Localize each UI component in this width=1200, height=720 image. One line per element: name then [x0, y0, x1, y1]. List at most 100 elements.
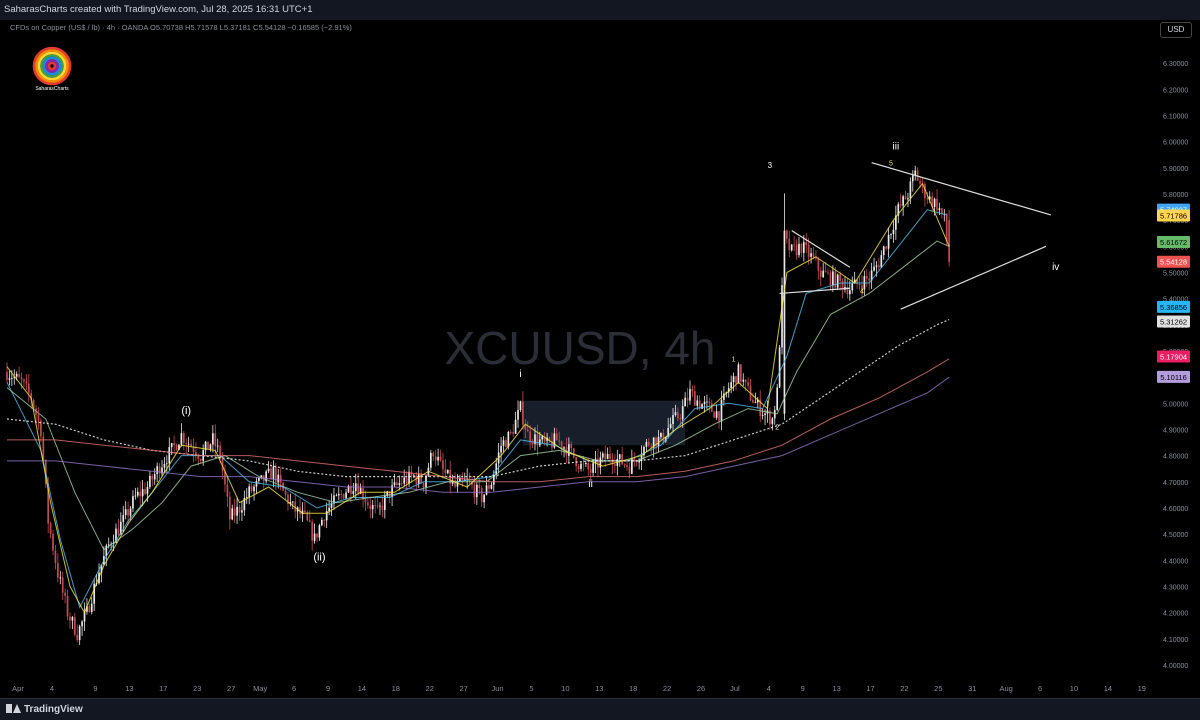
- price-tick-label: 6.00000: [1163, 140, 1188, 147]
- candle-body: [381, 505, 384, 511]
- candle-body: [495, 463, 498, 475]
- price-label-text: 5.31262: [1160, 318, 1187, 327]
- candle-body: [66, 595, 69, 617]
- price-label: 5.17904: [1157, 350, 1190, 363]
- candle-body: [643, 446, 645, 456]
- candle: [609, 445, 611, 465]
- moving-average-line-1: [6, 209, 947, 609]
- candle-body: [168, 447, 171, 464]
- candle-body: [587, 463, 590, 470]
- candle-body: [6, 371, 8, 380]
- candle-body: [289, 502, 292, 505]
- candle-body: [490, 484, 493, 489]
- candle-body: [8, 378, 11, 380]
- candle: [761, 408, 764, 420]
- candle-body: [759, 399, 762, 416]
- candle: [6, 362, 8, 383]
- candle-body: [10, 378, 13, 379]
- candle: [606, 447, 609, 460]
- candle: [701, 403, 703, 409]
- price-tick-label: 5.40000: [1163, 297, 1188, 304]
- trendline-4[interactable]: [779, 287, 850, 295]
- candle: [262, 474, 265, 489]
- candle: [902, 194, 904, 216]
- candle: [672, 408, 674, 432]
- trendline-3[interactable]: [791, 230, 851, 268]
- candle: [848, 280, 851, 301]
- price-label-text: 5.17904: [1160, 352, 1187, 361]
- candle: [209, 443, 212, 452]
- moving-average-line-2: [6, 240, 950, 551]
- candle-body: [265, 471, 267, 482]
- candle-body: [323, 520, 326, 521]
- candle-body: [32, 400, 35, 409]
- trendline-2[interactable]: [900, 245, 1047, 310]
- candle: [594, 450, 597, 473]
- candle-body: [429, 452, 432, 468]
- candle: [589, 463, 592, 482]
- candle-body: [284, 490, 287, 495]
- candle-body: [182, 433, 185, 444]
- candle: [71, 615, 74, 630]
- candle-body: [742, 379, 745, 382]
- candle-body: [134, 495, 137, 497]
- candle: [170, 442, 173, 455]
- candle: [647, 437, 650, 448]
- trendline-1[interactable]: [871, 162, 1052, 216]
- candle: [674, 404, 677, 417]
- price-tick-label: 4.00000: [1163, 663, 1188, 670]
- candle-body: [703, 401, 706, 405]
- candle-body: [245, 497, 248, 498]
- candle-body: [139, 491, 142, 497]
- candle: [180, 423, 183, 447]
- candle-body: [347, 485, 350, 493]
- candle: [54, 545, 57, 570]
- candle-body: [517, 409, 519, 420]
- candle-body: [609, 453, 611, 459]
- time-tick-label: 31: [968, 684, 976, 693]
- candle: [248, 483, 251, 505]
- candle-body: [536, 434, 539, 446]
- wave-label: 1: [732, 356, 736, 363]
- candle: [890, 233, 892, 239]
- candle: [151, 474, 154, 487]
- time-tick-label: 9: [93, 684, 97, 693]
- candle-body: [936, 198, 938, 211]
- candle-body: [669, 424, 672, 429]
- candle: [238, 504, 241, 521]
- time-tick-label: 5: [529, 684, 533, 693]
- candle-body: [689, 389, 691, 401]
- candle: [628, 462, 631, 479]
- candle-body: [415, 475, 418, 484]
- candle-body: [398, 483, 401, 486]
- candle-body: [584, 463, 587, 465]
- time-tick-label: 27: [459, 684, 467, 693]
- candle-body: [241, 510, 243, 513]
- candle-body: [267, 468, 270, 472]
- candle: [52, 530, 54, 556]
- candle-body: [364, 499, 367, 503]
- candle: [342, 493, 345, 500]
- candle-body: [514, 419, 517, 434]
- candle-body: [40, 420, 42, 437]
- candle: [219, 441, 221, 464]
- candle-body: [650, 445, 653, 448]
- candle: [677, 407, 679, 422]
- candle-body: [572, 448, 575, 458]
- candle-body: [233, 508, 236, 516]
- tradingview-logo[interactable]: TradingView: [6, 704, 83, 715]
- currency-button[interactable]: USD: [1160, 22, 1192, 38]
- candle: [105, 543, 108, 567]
- candle-body: [27, 383, 30, 393]
- candle-body: [902, 196, 904, 206]
- candle-body: [696, 400, 699, 406]
- candle: [832, 265, 834, 292]
- candle-body: [601, 453, 604, 458]
- candle-body: [548, 437, 551, 442]
- candle-body: [170, 443, 173, 448]
- candle: [490, 481, 493, 490]
- candle: [117, 519, 120, 536]
- candle: [255, 477, 258, 494]
- candle-body: [570, 444, 573, 449]
